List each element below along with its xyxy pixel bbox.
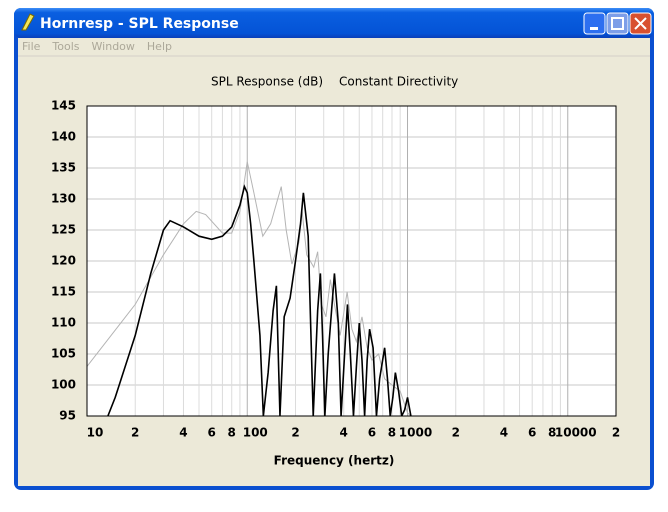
x-tick-label: 100 — [243, 426, 268, 440]
x-tick-label: 6 — [368, 426, 376, 440]
x-tick-label: 2 — [452, 426, 460, 440]
menu-item[interactable]: Help — [147, 40, 172, 53]
menu-item[interactable]: Window — [92, 40, 135, 53]
title-bar — [14, 8, 654, 38]
window-title: Hornresp - SPL Response — [40, 16, 239, 32]
minimize-button[interactable] — [583, 12, 606, 35]
y-tick-label: 100 — [51, 378, 76, 392]
y-tick-label: 120 — [51, 254, 76, 268]
series-line — [107, 184, 412, 416]
x-tick-label: 2 — [612, 426, 620, 440]
x-tick-label: 4 — [179, 426, 187, 440]
y-tick-label: 115 — [51, 285, 76, 299]
x-tick-label: 6 — [528, 426, 536, 440]
x-tick-label: 6 — [208, 426, 216, 440]
close-icon — [634, 17, 647, 30]
y-tick-label: 135 — [51, 161, 76, 175]
x-tick-label: 1000 — [399, 426, 432, 440]
y-tick-label: 140 — [51, 130, 76, 144]
app-icon — [21, 13, 35, 31]
y-tick-label: 145 — [51, 99, 76, 113]
chart-subtitle: Constant Directivity — [339, 75, 458, 89]
y-tick-label: 105 — [51, 347, 76, 361]
x-tick-label: 2 — [291, 426, 299, 440]
x-tick-label: 10000 — [555, 426, 597, 440]
y-tick-label: 130 — [51, 192, 76, 206]
y-tick-label: 125 — [51, 223, 76, 237]
y-tick-label: 95 — [59, 409, 76, 423]
x-axis-label: Frequency (hertz) — [274, 454, 395, 468]
plot-border — [86, 105, 617, 417]
menu-item[interactable]: File — [22, 40, 41, 53]
x-tick-label: 8 — [548, 426, 556, 440]
x-tick-label: 10 — [87, 426, 104, 440]
series-line — [87, 161, 412, 416]
maximize-icon — [611, 17, 624, 30]
chart-title: SPL Response (dB) — [211, 75, 323, 89]
x-tick-label: 4 — [340, 426, 348, 440]
x-tick-label: 8 — [388, 426, 396, 440]
x-tick-label: 2 — [131, 426, 139, 440]
maximize-button[interactable] — [606, 12, 629, 35]
x-tick-label: 4 — [500, 426, 508, 440]
y-tick-label: 110 — [51, 316, 76, 330]
minimize-icon — [590, 27, 598, 30]
menu-item[interactable]: Tools — [51, 40, 79, 53]
x-tick-label: 8 — [228, 426, 236, 440]
